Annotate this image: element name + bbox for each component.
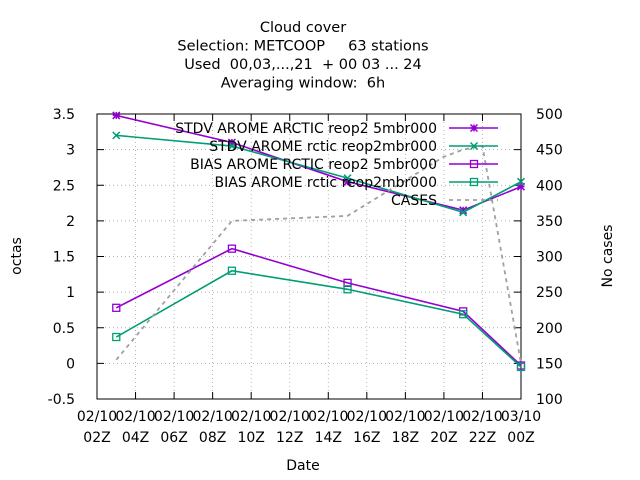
- x-tick-label-date: 02/10: [385, 409, 425, 425]
- x-tick-label-date: 03/10: [501, 409, 541, 425]
- x-tick-label-date: 02/10: [424, 409, 464, 425]
- data-point: [469, 177, 479, 187]
- series-group: [112, 111, 526, 372]
- x-tick-label-hour: 12Z: [276, 430, 303, 446]
- series-stdv-arome-arctic-preop2mbr000: [112, 131, 526, 217]
- y2-axis-label: No cases: [600, 225, 616, 288]
- y2-tick-label: 400: [536, 178, 563, 194]
- data-point: [227, 142, 236, 151]
- data-point: [227, 266, 237, 275]
- y2-tick-label: 300: [536, 250, 563, 266]
- x-tick-label-date: 02/10: [231, 409, 271, 425]
- series-line: [115, 269, 522, 368]
- grid-lines: [97, 114, 521, 399]
- data-point: [516, 182, 526, 191]
- x-tick-label-hour: 20Z: [430, 430, 457, 446]
- x-axis-ticks: 02/10 02Z 02/10 04Z 02/10 06Z 02/10 08Z 02/10 10Z…: [77, 114, 541, 446]
- data-point: [112, 332, 121, 342]
- x-tick-label-hour: 04Z: [122, 430, 149, 446]
- data-point: [516, 362, 526, 372]
- x-tick-label-hour: 18Z: [392, 430, 419, 446]
- x-tick-label-hour: 16Z: [353, 430, 380, 446]
- title-line: Averaging window: 6h: [221, 76, 385, 92]
- legend-label: STDV AROME ARCTIC reop2 5mbr000: [175, 121, 437, 137]
- x-tick-label-date: 02/10: [270, 409, 310, 425]
- y2-tick-label: 350: [536, 214, 563, 230]
- y-tick-label: 0: [66, 356, 75, 372]
- x-tick-label-hour: 22Z: [469, 430, 496, 446]
- x-tick-label-date: 02/10: [347, 409, 387, 425]
- legend-label: BIAS AROME RCTIC reop2 5mbr000: [190, 157, 437, 173]
- series-bias-arome-arctic-preop2mbr000: [112, 266, 526, 372]
- y-tick-label: 1.5: [53, 250, 75, 266]
- x-tick-label-date: 02/10: [192, 409, 232, 425]
- y-axis-label: octas: [9, 237, 25, 275]
- y-tick-label: 2: [66, 214, 75, 230]
- x-tick-label-date: 02/10: [77, 409, 117, 425]
- title-line: Cloud cover: [260, 20, 346, 36]
- y2-tick-label: 450: [536, 143, 563, 159]
- data-point: [459, 206, 468, 215]
- y-tick-label: 2.5: [53, 178, 75, 194]
- series-bias-arome-arctic-preop2-v5mbr000: [112, 244, 526, 370]
- data-point: [469, 123, 479, 133]
- y2-tick-label: 250: [536, 285, 563, 301]
- y2-tick-label: 100: [536, 392, 563, 408]
- legend: STDV AROME ARCTIC reop2 5mbr000 STDV AROM…: [175, 121, 498, 209]
- x-tick-label-date: 02/10: [115, 409, 155, 425]
- title-line: Used 00,03,...,21 + 00 03 ... 24: [184, 57, 422, 73]
- y-tick-label: 0.5: [53, 321, 75, 337]
- x-tick-label-hour: 08Z: [199, 430, 226, 446]
- x-tick-label-date: 02/10: [154, 409, 194, 425]
- data-point: [112, 111, 121, 120]
- series-line: [115, 247, 522, 367]
- data-point: [516, 177, 526, 186]
- y2-axis-ticks: 100 150 200 250 300 350 400 450 500: [514, 107, 563, 408]
- data-point: [469, 159, 479, 169]
- x-tick-label-hour: 06Z: [160, 430, 187, 446]
- data-point: [343, 177, 352, 186]
- legend-label: BIAS AROME rctic reop2mbr000: [215, 175, 437, 191]
- x-axis-label: Date: [286, 458, 319, 474]
- y2-tick-label: 200: [536, 321, 563, 337]
- data-point: [343, 174, 352, 183]
- data-point: [112, 303, 121, 312]
- x-tick-label-hour: 00Z: [507, 430, 534, 446]
- y-tick-label: -0.5: [48, 392, 75, 408]
- y2-tick-label: 500: [536, 107, 563, 123]
- legend-label: CASES: [391, 193, 437, 209]
- data-point: [459, 310, 468, 319]
- y-axis-ticks: -0.5 0 0.5 1 1.5 2 2.5 3 3.5: [48, 107, 104, 408]
- y2-tick-label: 150: [536, 356, 563, 372]
- x-tick-label-hour: 10Z: [237, 430, 264, 446]
- y-tick-label: 1: [66, 285, 75, 301]
- y-tick-label: 3.5: [53, 107, 75, 123]
- x-tick-label-date: 02/10: [462, 409, 502, 425]
- legend-label: STDV AROME rctic reop2mbr000: [209, 139, 437, 155]
- data-point: [227, 138, 236, 147]
- chart-title: Cloud cover Selection: METCOOP 63 station…: [177, 20, 428, 92]
- data-point: [459, 208, 468, 217]
- data-point: [227, 244, 237, 253]
- x-tick-label-hour: 02Z: [83, 430, 110, 446]
- y-tick-label: 3: [66, 143, 75, 159]
- x-tick-label-date: 02/10: [308, 409, 348, 425]
- x-tick-label-hour: 14Z: [315, 430, 342, 446]
- title-line: Selection: METCOOP 63 stations: [177, 39, 428, 55]
- data-point: [112, 131, 121, 140]
- data-point: [469, 141, 479, 151]
- data-point: [343, 285, 352, 294]
